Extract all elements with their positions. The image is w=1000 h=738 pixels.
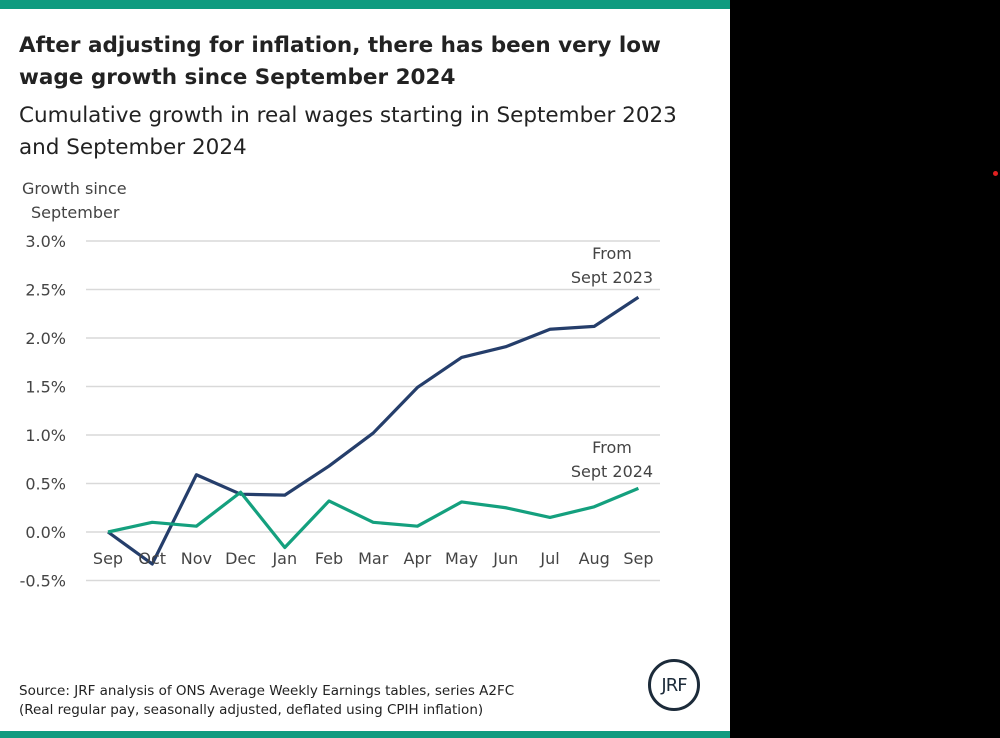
chart-panel: After adjusting for inflation, there has… (0, 0, 730, 738)
source-line: (Real regular pay, seasonally adjusted, … (19, 702, 484, 718)
bottom-accent-bar (0, 731, 730, 738)
x-tick-label: Jul (539, 549, 559, 568)
x-tick-label: Oct (138, 549, 166, 568)
chart-title: After adjusting for inflation, there has… (19, 33, 661, 90)
x-tick-label: Feb (315, 549, 343, 568)
chart-subtitle: Cumulative growth in real wages starting… (19, 103, 677, 160)
source-line: Source: JRF analysis of ONS Average Week… (19, 683, 515, 699)
y-tick-label: 3.0% (25, 232, 66, 251)
logo-text: JRF (661, 674, 687, 696)
series-label: From (592, 244, 632, 263)
line-chart: 3.0% 2.5% 2.0% 1.5% 1.0% 0.5% 0.0% -0.5% Sep Oct N… (20, 232, 660, 591)
x-tick-label: Sep (93, 549, 123, 568)
top-accent-bar (0, 0, 730, 9)
x-tick-label: Dec (225, 549, 256, 568)
x-tick-label: Jan (271, 549, 297, 568)
y-tick-label: 2.5% (25, 281, 66, 300)
y-tick-label: 0.5% (25, 475, 66, 494)
source-note: Source: JRF analysis of ONS Average Week… (19, 682, 514, 720)
y-tick-label: 0.0% (25, 523, 66, 542)
y-tick-label: 2.0% (25, 329, 66, 348)
series-label: Sept 2023 (571, 268, 653, 287)
red-dot-marker (993, 171, 998, 176)
y-axis-label: Growth since September (22, 177, 127, 225)
x-tick-label: Nov (181, 549, 212, 568)
y-tick-label: 1.0% (25, 426, 66, 445)
y-tick-label: 1.5% (25, 378, 66, 397)
x-tick-label: Mar (358, 549, 389, 568)
x-tick-label: Aug (579, 549, 610, 568)
series-label: Sept 2024 (571, 462, 653, 481)
jrf-logo: JRF (648, 659, 700, 711)
series-line-2024 (107, 486, 640, 550)
y-tick-label: -0.5% (20, 572, 66, 591)
series-label: From (592, 438, 632, 457)
y-axis-label-line: September (31, 203, 120, 222)
x-tick-label: Sep (623, 549, 653, 568)
x-tick-label: Jun (492, 549, 518, 568)
y-axis-label-line: Growth since (22, 179, 127, 198)
x-tick-label: May (445, 549, 478, 568)
x-tick-label: Apr (404, 549, 432, 568)
